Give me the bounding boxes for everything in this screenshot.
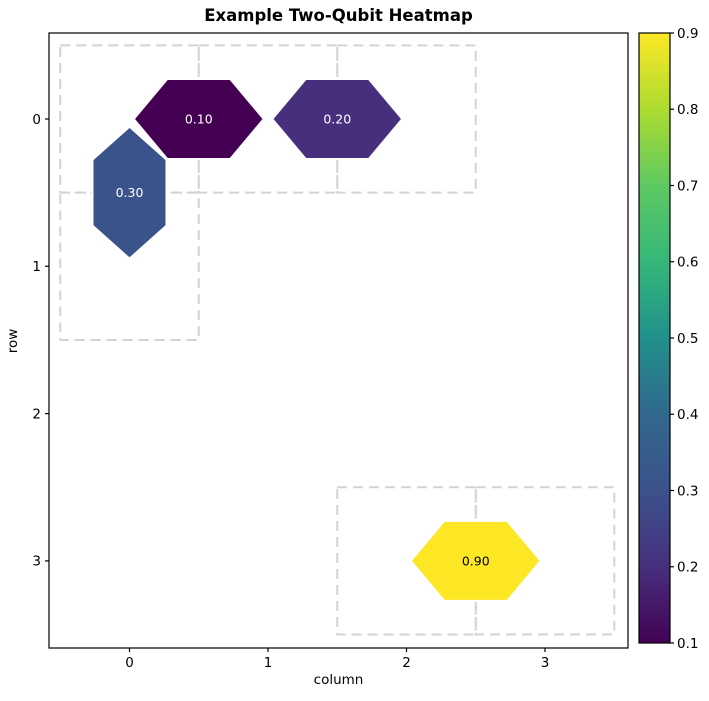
y-tick-label: 0 — [32, 112, 41, 128]
chart-title: Example Two-Qubit Heatmap — [204, 6, 473, 25]
coupler-value-label: 0.20 — [323, 112, 351, 127]
colorbar-tick-label: 0.7 — [677, 178, 698, 194]
colorbar-tick-label: 0.4 — [677, 407, 698, 423]
x-axis-label: column — [313, 672, 364, 688]
colorbar-tick-label: 0.3 — [677, 483, 698, 499]
x-tick-label: 3 — [541, 655, 550, 671]
y-tick-label: 1 — [32, 259, 41, 275]
colorbar-tick-label: 0.9 — [677, 26, 698, 42]
colorbar-tick-label: 0.8 — [677, 102, 698, 118]
coupler-hexagon — [409, 519, 543, 602]
coupler-hexagon — [132, 78, 266, 160]
colorbar — [639, 33, 670, 643]
colorbar-tick-label: 0.1 — [677, 636, 698, 652]
colorbar-tick-label: 0.6 — [677, 255, 698, 271]
colorbar-tick-label: 0.5 — [677, 331, 698, 347]
axes-frame — [48, 32, 629, 649]
coupler-value-label: 0.90 — [462, 553, 490, 568]
y-tick-label: 3 — [32, 554, 41, 570]
coupler-value-label: 0.30 — [116, 185, 144, 200]
y-axis-label: row — [5, 328, 21, 354]
y-tick-label: 2 — [32, 406, 41, 422]
x-tick-label: 0 — [125, 655, 134, 671]
colorbar-tick-label: 0.2 — [677, 560, 698, 576]
x-tick-label: 1 — [264, 655, 273, 671]
coupler-hexagon — [270, 78, 404, 160]
coupler-value-label: 0.10 — [185, 112, 213, 127]
x-tick-label: 2 — [402, 655, 411, 671]
